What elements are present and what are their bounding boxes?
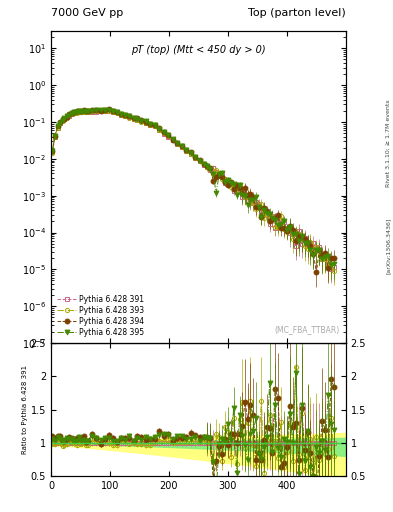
Pythia 6.428 393 — [103, 108, 107, 114]
Line: Pythia 6.428 395: Pythia 6.428 395 — [50, 108, 336, 267]
Pythia 6.428 395 — [279, 221, 283, 227]
Pythia 6.428 394 — [55, 123, 60, 129]
Pythia 6.428 395 — [55, 123, 60, 130]
Pythia 6.428 395 — [127, 113, 132, 119]
Pythia 6.428 394 — [314, 269, 319, 275]
Pythia 6.428 391 — [131, 116, 136, 122]
Pythia 6.428 395 — [50, 148, 55, 155]
Pythia 6.428 391 — [208, 166, 213, 173]
Pythia 6.428 394 — [107, 106, 111, 112]
Pythia 6.428 391 — [98, 108, 103, 114]
Text: 7000 GeV pp: 7000 GeV pp — [51, 8, 123, 18]
Pythia 6.428 393 — [317, 248, 322, 254]
Text: [arXiv:1306.3436]: [arXiv:1306.3436] — [386, 218, 391, 274]
Pythia 6.428 394 — [279, 224, 283, 230]
Pythia 6.428 393 — [332, 268, 336, 274]
Pythia 6.428 391 — [231, 188, 236, 195]
Text: (MC_FBA_TTBAR): (MC_FBA_TTBAR) — [275, 325, 340, 334]
Text: pT (top) (Mtt < 450 dy > 0): pT (top) (Mtt < 450 dy > 0) — [131, 45, 266, 55]
Pythia 6.428 395 — [332, 262, 336, 268]
Pythia 6.428 391 — [50, 150, 55, 156]
Text: Rivet 3.1.10; ≥ 1.7M events: Rivet 3.1.10; ≥ 1.7M events — [386, 99, 391, 187]
Pythia 6.428 394 — [127, 113, 132, 119]
Pythia 6.428 395 — [107, 107, 111, 113]
Text: Top (parton level): Top (parton level) — [248, 8, 346, 18]
Pythia 6.428 393 — [55, 124, 60, 131]
Pythia 6.428 393 — [50, 150, 55, 156]
Line: Pythia 6.428 394: Pythia 6.428 394 — [50, 107, 336, 274]
Pythia 6.428 393 — [231, 183, 236, 189]
Pythia 6.428 394 — [50, 148, 55, 154]
Pythia 6.428 391 — [332, 264, 336, 270]
Pythia 6.428 393 — [131, 116, 136, 122]
Pythia 6.428 395 — [208, 165, 213, 172]
Pythia 6.428 395 — [329, 262, 334, 268]
Pythia 6.428 394 — [332, 254, 336, 261]
Pythia 6.428 394 — [131, 115, 136, 121]
Legend: Pythia 6.428 391, Pythia 6.428 393, Pythia 6.428 394, Pythia 6.428 395: Pythia 6.428 391, Pythia 6.428 393, Pyth… — [55, 293, 147, 339]
Line: Pythia 6.428 393: Pythia 6.428 393 — [50, 109, 336, 273]
Pythia 6.428 391 — [279, 218, 283, 224]
Pythia 6.428 391 — [329, 266, 334, 272]
Pythia 6.428 394 — [231, 186, 236, 193]
Y-axis label: Ratio to Pythia 6.428 391: Ratio to Pythia 6.428 391 — [22, 365, 28, 454]
Pythia 6.428 391 — [127, 114, 132, 120]
Pythia 6.428 395 — [131, 115, 136, 121]
Pythia 6.428 394 — [208, 165, 213, 172]
Pythia 6.428 395 — [231, 181, 236, 187]
Pythia 6.428 393 — [208, 166, 213, 173]
Pythia 6.428 391 — [55, 125, 60, 131]
Line: Pythia 6.428 391: Pythia 6.428 391 — [50, 109, 336, 271]
Pythia 6.428 393 — [127, 115, 132, 121]
